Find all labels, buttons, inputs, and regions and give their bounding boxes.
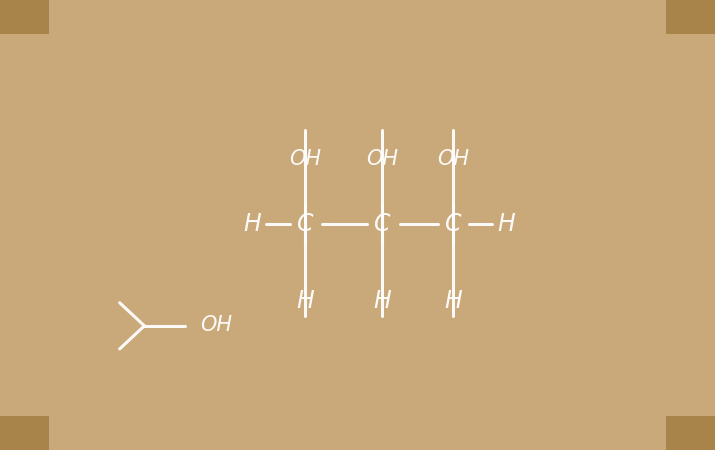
Text: OH: OH — [289, 149, 321, 169]
Text: H: H — [445, 289, 462, 313]
Text: OH: OH — [437, 149, 469, 169]
Text: C: C — [445, 212, 461, 236]
Text: H: H — [296, 289, 314, 313]
Text: OH: OH — [200, 315, 232, 335]
Text: H: H — [497, 212, 515, 236]
Text: OH: OH — [366, 149, 398, 169]
Text: C: C — [297, 212, 313, 236]
Text: H: H — [373, 289, 391, 313]
Text: H: H — [244, 212, 262, 236]
Text: C: C — [374, 212, 390, 236]
